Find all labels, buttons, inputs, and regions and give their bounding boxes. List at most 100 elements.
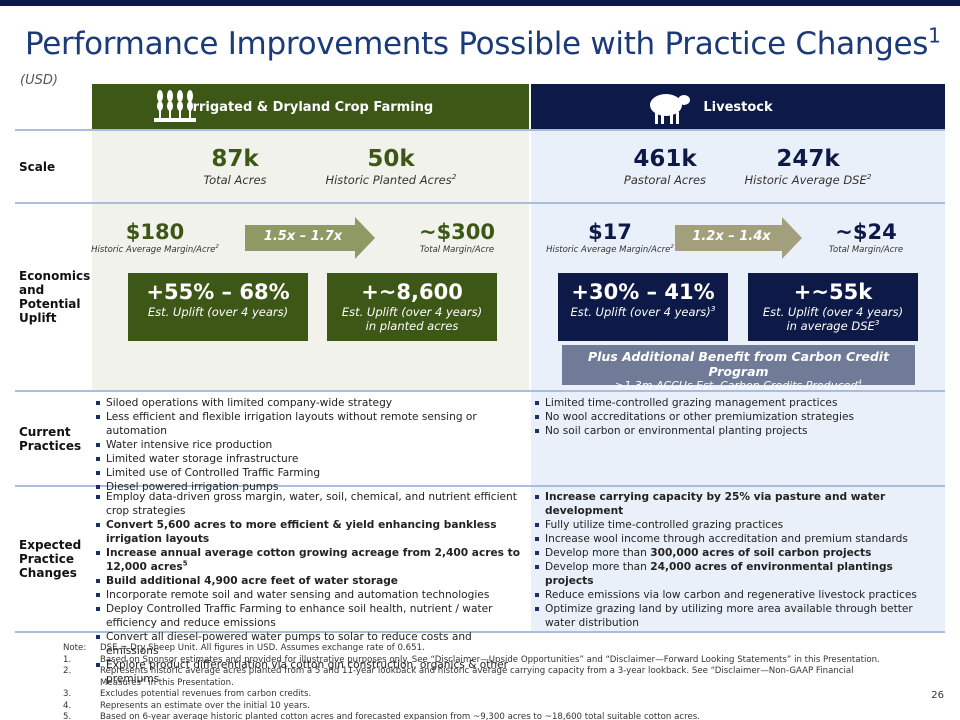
- bullet-text: Increase annual average cotton growing a…: [106, 547, 520, 573]
- bullet-item: Incorporate remote soil and water sensin…: [94, 588, 525, 602]
- scale-value: 247k: [776, 146, 840, 172]
- scale-item: 50k Historic Planted Acres2: [301, 146, 481, 187]
- scale-item: 87k Total Acres: [145, 146, 325, 187]
- margin-label-text: Historic Average Margin/Acre: [546, 245, 671, 255]
- margin-item: ~$24 Total Margin/Acre: [786, 219, 946, 255]
- note-text: DSE = Dry Sheep Unit. All figures in USD…: [100, 643, 425, 653]
- bullet-text: Develop more than: [545, 547, 651, 559]
- note-text: Based on 6-year average historic planted…: [100, 712, 700, 720]
- scale-label-text: Pastoral Acres: [623, 173, 707, 187]
- margin-label: Total Margin/Acre: [786, 245, 946, 255]
- bg-left: [92, 130, 529, 391]
- margin-item: ~$300 Total Margin/Acre: [377, 219, 537, 255]
- bullet-text: Water intensive rice production: [106, 439, 273, 451]
- bullet-item: Develop more than 24,000 acres of enviro…: [533, 560, 941, 588]
- carbon-box: Plus Additional Benefit from Carbon Cred…: [562, 345, 915, 392]
- bullet-text: Limited time-controlled grazing manageme…: [545, 397, 838, 409]
- column-header: Livestock: [531, 84, 945, 130]
- bullet-item: Diesel powered irrigation pumps: [94, 480, 525, 494]
- bullet-list: Increase carrying capacity by 25% via pa…: [533, 490, 941, 630]
- scale-label: Pastoral Acres: [575, 173, 755, 187]
- bullet-item: Siloed operations with limited company-w…: [94, 396, 525, 410]
- bullet-list: Limited time-controlled grazing manageme…: [533, 396, 941, 438]
- scale-label: Historic Average DSE2: [718, 173, 898, 187]
- uplift-value: +~55k: [793, 280, 873, 304]
- bullet-text: Convert all diesel-powered water pumps t…: [106, 631, 472, 657]
- margin-label: Total Margin/Acre: [377, 245, 537, 255]
- currency: (USD): [20, 73, 58, 88]
- column-header: Irrigated & Dryland Crop Farming: [92, 84, 529, 130]
- bullet-item: Explore product differentiation via cott…: [94, 658, 525, 686]
- note-text: Based on Sponsor estimates and provided …: [100, 654, 880, 665]
- notes: Note: DSE = Dry Sheep Unit. All figures i…: [63, 643, 893, 720]
- arrow: 1.2x – 1.4x: [675, 217, 802, 259]
- uplift-value: +~8,600: [361, 280, 463, 304]
- margin-label-text: Total Margin/Acre: [419, 245, 495, 255]
- footnote-ref: 3: [710, 304, 716, 314]
- uplift-label: Est. Uplift (over 4 years)3: [566, 305, 720, 319]
- bullet-text: 5: [182, 559, 188, 568]
- row-divider: [15, 631, 945, 633]
- bullet-item: Water intensive rice production: [94, 438, 525, 452]
- bullet-list: Siloed operations with limited company-w…: [94, 396, 525, 494]
- bullet-text: Deploy Controlled Traffic Farming to enh…: [106, 603, 493, 629]
- note-row: 5. Based on 6-year average historic plant…: [63, 712, 893, 720]
- note-marker: 1.: [63, 654, 72, 665]
- bullet-item: Less efficient and flexible irrigation l…: [94, 410, 525, 438]
- row-divider: [15, 129, 945, 131]
- page-number: 26: [931, 690, 944, 701]
- uplift-value: +30% – 41%: [571, 280, 715, 304]
- note-text: Represents historic average acres plante…: [100, 666, 854, 688]
- bullet-item: Fully utilize time-controlled grazing pr…: [533, 518, 941, 532]
- note-row: 2. Represents historic average acres plan…: [63, 666, 893, 689]
- margin-value: ~$300: [418, 220, 496, 244]
- margin-label: Historic Average Margin/Acre2: [530, 244, 690, 255]
- margin-label-text: Total Margin/Acre: [828, 245, 904, 255]
- row-label-cell: Scale: [19, 130, 87, 203]
- row-label: Economics and Potential Uplift: [19, 269, 91, 325]
- bullet-item: Employ data-driven gross margin, water, …: [94, 490, 525, 518]
- bullet-item: Deploy Controlled Traffic Farming to enh…: [94, 602, 525, 630]
- bullet-text: Employ data-driven gross margin, water, …: [106, 491, 517, 517]
- scale-value: 461k: [633, 146, 697, 172]
- page-number-wrap: 26: [920, 690, 944, 701]
- margin-label: Historic Average Margin/Acre2: [75, 244, 235, 255]
- carbon-title: Plus Additional Benefit from Carbon Cred…: [587, 349, 890, 379]
- scale-label: Historic Planted Acres2: [301, 173, 481, 187]
- bullet-text: Limited use of Controlled Traffic Farmin…: [106, 467, 321, 479]
- scale-label-text: Total Acres: [203, 173, 267, 187]
- scale-label-text: Historic Planted Acres: [325, 173, 452, 187]
- scale-label: Total Acres: [145, 173, 325, 187]
- note-marker: 3.: [63, 689, 72, 699]
- bullet-list: Employ data-driven gross margin, water, …: [94, 490, 525, 686]
- footnote-ref: 1: [928, 23, 941, 48]
- note-row: 4. Represents an estimate over the initia…: [63, 701, 893, 713]
- footnote-ref: 2: [866, 172, 872, 182]
- note-row: 1. Based on Sponsor estimates and provide…: [63, 655, 893, 667]
- note-text: Represents an estimate over the initial …: [100, 700, 310, 711]
- scale-label-text: Historic Average DSE: [744, 173, 867, 187]
- bullet-item: Increase carrying capacity by 25% via pa…: [533, 490, 941, 518]
- margin-value: $17: [588, 220, 632, 244]
- top-bar: [0, 0, 960, 6]
- note-row: 3. Excludes potential revenues from carbo…: [63, 689, 893, 701]
- note-marker: 4.: [63, 700, 72, 711]
- bullet-item: Build additional 4,900 acre feet of wate…: [94, 574, 525, 588]
- bullet-item: No wool accreditations or other premiumi…: [533, 410, 941, 424]
- bullet-text: 300,000 acres of soil carbon projects: [650, 547, 872, 559]
- bullet-item: Develop more than 300,000 acres of soil …: [533, 546, 941, 560]
- bullet-text: 24,000 acres of environmental plantings …: [545, 561, 893, 587]
- footnote-ref: 2: [215, 244, 219, 251]
- row-label-cell: Economics and Potential Uplift: [19, 203, 91, 391]
- bullet-text: Optimize grazing land by utilizing more …: [545, 603, 913, 629]
- sheep-icon: [650, 94, 690, 124]
- margin-value: $180: [125, 220, 185, 244]
- bullet-item: No soil carbon or environmental planting…: [533, 424, 941, 438]
- column-header-text: Irrigated & Dryland Crop Farming: [187, 99, 434, 115]
- bullet-item: Limited time-controlled grazing manageme…: [533, 396, 941, 410]
- bullet-text: Incorporate remote soil and water sensin…: [106, 589, 490, 601]
- uplift-label: Est. Uplift (over 4 years) in planted ac…: [335, 305, 489, 333]
- row-label-cell: Current Practices: [19, 391, 87, 486]
- bullet-text: Reduce emissions via low carbon and rege…: [545, 589, 917, 601]
- row-divider: [15, 202, 945, 204]
